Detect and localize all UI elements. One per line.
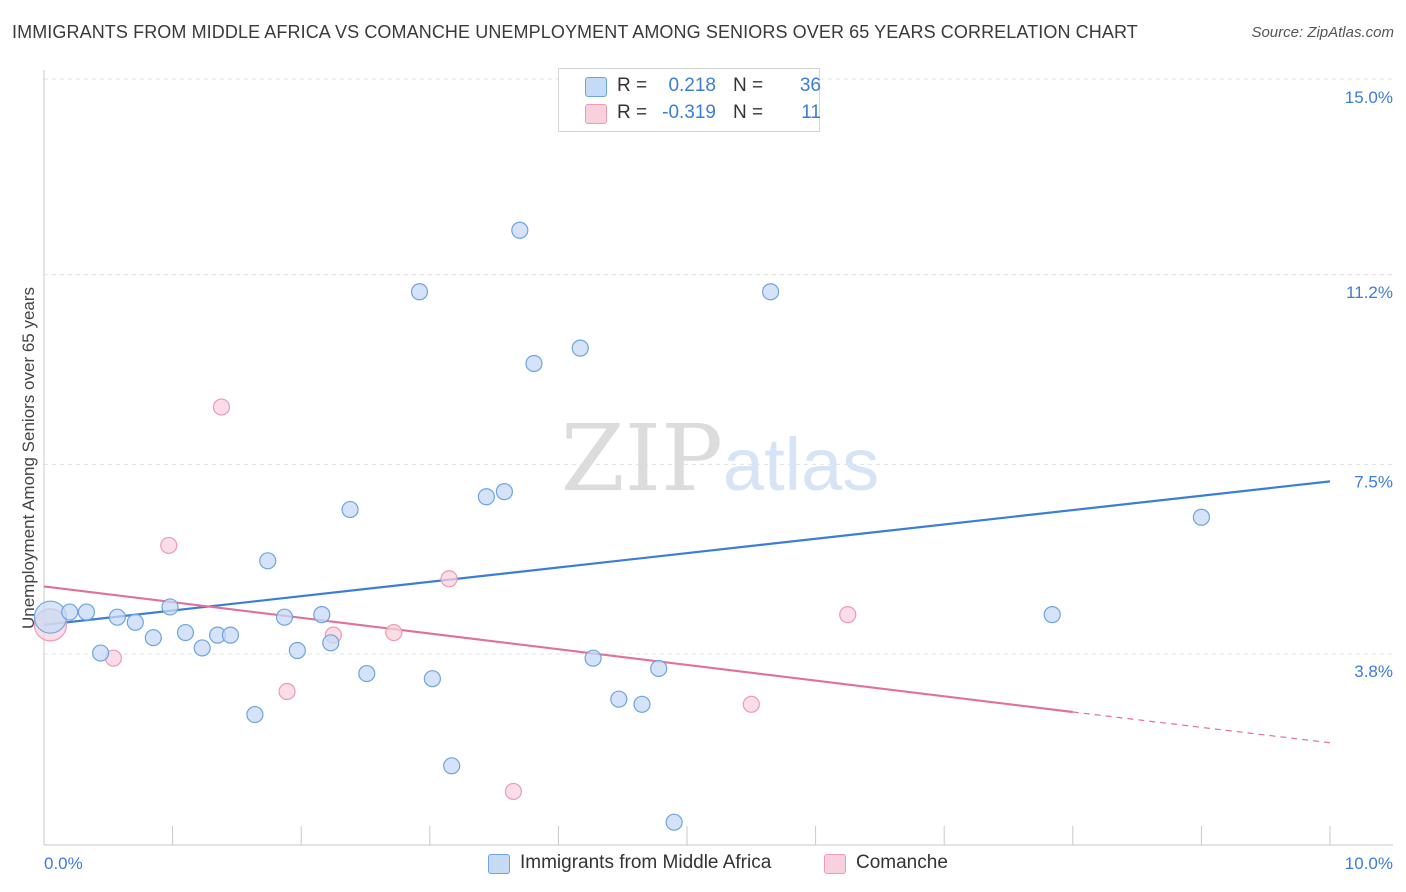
point-middle-africa <box>495 483 513 501</box>
point-middle-africa <box>1192 508 1211 526</box>
point-comanche <box>839 606 857 624</box>
tick-labels: 15.0% 11.2% 7.5% 3.8% 0.0% 10.0% <box>44 88 1393 873</box>
watermark: ZIPatlas <box>561 405 879 512</box>
legend-swatch-pink <box>585 104 607 124</box>
point-middle-africa <box>221 626 240 644</box>
point-middle-africa <box>61 603 79 621</box>
point-comanche <box>440 570 458 588</box>
point-middle-africa <box>313 606 331 624</box>
point-comanche <box>160 536 178 555</box>
point-middle-africa <box>410 283 429 301</box>
y-tick-label: 3.8% <box>1354 662 1393 681</box>
point-comanche <box>742 695 760 713</box>
y-tick-label: 11.2% <box>1346 283 1393 302</box>
point-middle-africa <box>610 690 628 708</box>
point-middle-africa <box>477 488 495 506</box>
point-middle-africa <box>665 813 683 831</box>
point-comanche <box>212 398 231 416</box>
point-middle-africa <box>423 670 441 688</box>
point-middle-africa <box>246 705 264 724</box>
point-middle-africa <box>650 659 668 678</box>
point-middle-africa <box>1043 606 1061 624</box>
point-middle-africa <box>161 598 179 616</box>
point-comanche <box>385 623 403 642</box>
point-middle-africa <box>144 629 162 647</box>
point-middle-africa <box>322 634 340 652</box>
point-middle-africa <box>91 644 110 662</box>
trend-line-middle-africa <box>43 480 1331 626</box>
point-middle-africa <box>571 339 589 357</box>
legend: R = 0.218 N = 36 R = -0.319 N = 11 <box>558 68 821 132</box>
x-tick-label-min: 0.0% <box>44 854 83 873</box>
point-middle-africa <box>584 649 602 667</box>
bottom-legend-label: Comanche <box>856 852 948 873</box>
legend-n-label: N = <box>733 102 764 123</box>
point-middle-africa <box>443 757 461 775</box>
legend-n-label: N = <box>733 75 764 96</box>
legend-n-value: 11 <box>801 102 821 123</box>
point-middle-africa <box>77 603 96 621</box>
bottom-legend-swatch-pink <box>824 854 846 874</box>
point-middle-africa <box>633 695 651 713</box>
y-axis-label: Unemployment Among Seniors over 65 years <box>19 287 38 629</box>
data-points <box>33 221 1211 831</box>
legend-r-value: 0.218 <box>668 75 716 96</box>
point-middle-africa <box>275 608 294 626</box>
source-label: Source: ZipAtlas.com <box>1251 24 1394 41</box>
point-middle-africa <box>341 500 359 519</box>
legend-r-label: R = <box>617 102 648 123</box>
point-middle-africa <box>33 600 68 634</box>
point-middle-africa <box>511 221 529 239</box>
legend-swatch-blue <box>585 77 607 97</box>
point-middle-africa <box>108 608 126 626</box>
point-comanche <box>278 682 296 701</box>
trend-line-extension <box>1072 711 1331 744</box>
chart-title: IMMIGRANTS FROM MIDDLE AFRICA VS COMANCH… <box>12 22 1138 42</box>
point-comanche <box>504 782 522 801</box>
point-middle-africa <box>525 354 543 373</box>
point-middle-africa <box>126 613 144 631</box>
y-tick-label: 15.0% <box>1345 88 1393 107</box>
trend-line-comanche <box>43 585 1073 714</box>
trend-lines <box>43 480 1331 744</box>
x-tick-label-max: 10.0% <box>1345 854 1393 873</box>
point-middle-africa <box>288 641 306 660</box>
gridlines <box>44 78 1393 655</box>
legend-n-value: 36 <box>799 75 821 96</box>
legend-r-value: -0.319 <box>662 102 716 123</box>
point-middle-africa <box>259 552 277 570</box>
point-middle-africa <box>176 623 195 642</box>
point-middle-africa <box>761 283 780 301</box>
y-tick-label: 7.5% <box>1354 472 1393 491</box>
legend-r-label: R = <box>617 75 648 96</box>
axes <box>43 70 1393 846</box>
point-middle-africa <box>358 664 376 683</box>
bottom-legend-swatch-blue <box>488 854 510 874</box>
point-middle-africa <box>193 639 211 657</box>
bottom-legend-label: Immigrants from Middle Africa <box>520 852 772 873</box>
